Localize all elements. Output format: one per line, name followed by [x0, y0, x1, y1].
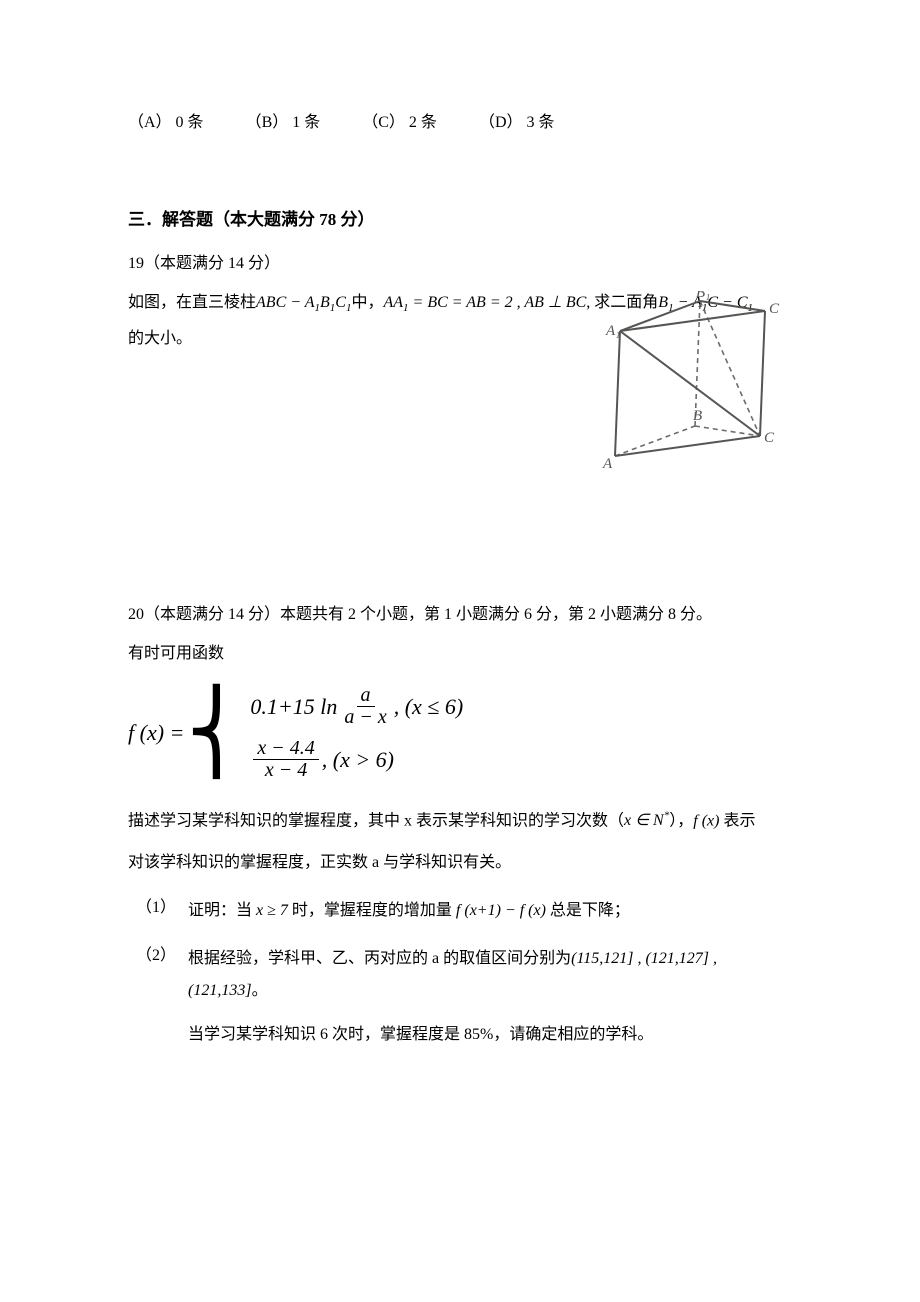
q20-case1-prefix: 0.1+15 ln — [250, 689, 337, 724]
prism-figure: A B C A₁ B₁ C₁ — [600, 291, 780, 471]
q20-intro: 有时可用函数 — [128, 641, 800, 667]
q20-desc-fx: f (x) — [693, 812, 719, 829]
q20-case1-cond: , (x ≤ 6) — [394, 689, 464, 724]
q20-case2-fraction: x − 4.4 x − 4 — [253, 738, 318, 781]
svg-text:C: C — [764, 430, 775, 446]
q20-c1-num: a — [357, 685, 375, 707]
svg-text:A₁: A₁ — [605, 323, 620, 339]
q20-case1: 0.1+15 ln a a − x , (x ≤ 6) — [250, 685, 463, 728]
q20-desc-mid: ）， — [669, 812, 693, 829]
q20-cases: 0.1+15 ln a a − x , (x ≤ 6) x − 4.4 x − … — [250, 685, 463, 781]
q20-sub2-num: （2） — [136, 943, 188, 1007]
option-d: （D） 3 条 — [479, 114, 555, 131]
q20-sub1-expr: f (x+1) − f (x) — [456, 902, 546, 919]
q20-lhs: f (x) = — [128, 715, 184, 750]
q20-c1-den: a − x — [340, 707, 390, 728]
q19-text-mid: 中， — [351, 290, 383, 316]
q20-sub1: （1） 证明：当 x ≥ 7 时，掌握程度的增加量 f (x+1) − f (x… — [136, 895, 800, 927]
q20-header: 20（本题满分 14 分）本题共有 2 个小题，第 1 小题满分 6 分，第 2… — [128, 602, 800, 628]
q20-sub1-mid: 时，掌握程度的增加量 — [288, 902, 456, 919]
left-brace-icon: ⎨ — [186, 698, 246, 768]
option-b: （B） 1 条 — [246, 114, 321, 131]
q20-sub1-post: 总是下降； — [546, 902, 630, 919]
q20-description: 描述学习某学科知识的掌握程度，其中 x 表示某学科知识的学习次数（x ∈ N*）… — [128, 805, 800, 837]
option-c: （C） 2 条 — [362, 114, 437, 131]
q20-sub2-body: 根据经验，学科甲、乙、丙对应的 a 的取值区间分别为(115,121] , (1… — [188, 943, 800, 1007]
svg-text:A: A — [602, 456, 613, 471]
q20-sub1-num: （1） — [136, 895, 188, 927]
q20-sub2: （2） 根据经验，学科甲、乙、丙对应的 a 的取值区间分别为(115,121] … — [136, 943, 800, 1007]
q19-conditions: AA1 = BC = AB = 2 , AB ⊥ BC — [383, 290, 586, 318]
question-19: 19（本题满分 14 分） 如图，在直三棱柱 ABC − A1B1C1 中， A… — [128, 251, 800, 352]
svg-text:C₁: C₁ — [769, 301, 780, 317]
question-20: 20（本题满分 14 分）本题共有 2 个小题，第 1 小题满分 6 分，第 2… — [128, 602, 800, 1052]
q20-sub2-pre: 根据经验，学科甲、乙、丙对应的 a 的取值区间分别为 — [188, 950, 571, 967]
q20-sub1-pre: 证明：当 — [188, 902, 256, 919]
option-a: （A） 0 条 — [128, 114, 204, 131]
q20-c2-den: x − 4 — [261, 760, 311, 781]
q20-sub1-body: 证明：当 x ≥ 7 时，掌握程度的增加量 f (x+1) − f (x) 总是… — [188, 895, 800, 927]
q20-case2: x − 4.4 x − 4 , (x > 6) — [250, 738, 463, 781]
mc-options-row: （A） 0 条 （B） 1 条 （C） 2 条 （D） 3 条 — [128, 110, 800, 136]
q20-sub2-post: 。 — [252, 982, 268, 999]
q20-case2-cond: , (x > 6) — [322, 742, 394, 777]
svg-text:B₁: B₁ — [696, 291, 710, 301]
q20-sub1-cond: x ≥ 7 — [256, 902, 288, 919]
q19-text-prefix: 如图，在直三棱柱 — [128, 290, 256, 316]
section-3-title: 三．解答题（本大题满分 78 分） — [128, 206, 800, 233]
q20-desc-set: x ∈ N* — [624, 812, 669, 829]
q19-header: 19（本题满分 14 分） — [128, 251, 800, 277]
q20-sub2-line2: 当学习某学科知识 6 次时，掌握程度是 85%，请确定相应的学科。 — [188, 1019, 800, 1051]
svg-text:B: B — [693, 408, 702, 424]
q20-desc-post1: 表示 — [719, 812, 755, 829]
q20-piecewise-function: f (x) = ⎨ 0.1+15 ln a a − x , (x ≤ 6) x … — [128, 685, 800, 781]
q19-prism-name: ABC − A1B1C1 — [256, 290, 351, 318]
q20-desc-line2: 对该学科知识的掌握程度，正实数 a 与学科知识有关。 — [128, 847, 800, 879]
q20-desc-pre: 描述学习某学科知识的掌握程度，其中 x 表示某学科知识的学习次数（ — [128, 812, 624, 829]
q20-case1-fraction: a a − x — [340, 685, 390, 728]
q20-c2-num: x − 4.4 — [253, 738, 318, 760]
